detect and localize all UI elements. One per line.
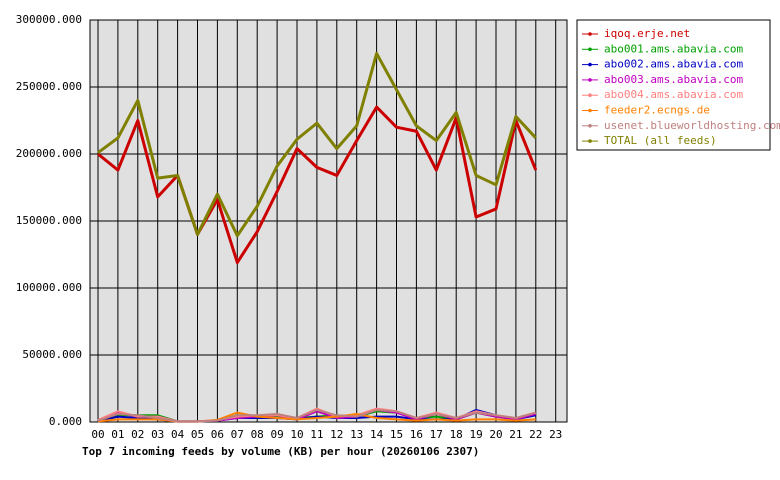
x-tick-label: 19 bbox=[469, 428, 482, 441]
x-tick-label: 11 bbox=[310, 428, 323, 441]
legend-marker bbox=[588, 93, 592, 97]
series-line bbox=[97, 52, 537, 238]
x-tick-label: 05 bbox=[191, 428, 204, 441]
x-tick-label: 21 bbox=[509, 428, 522, 441]
legend-label: usenet.blueworldhosting.com bbox=[604, 119, 780, 132]
x-tick-label: 16 bbox=[410, 428, 423, 441]
legend-marker bbox=[588, 108, 592, 113]
x-tick-label: 14 bbox=[370, 428, 384, 441]
x-tick-label: 03 bbox=[151, 428, 164, 441]
legend-label: TOTAL (all feeds) bbox=[604, 134, 717, 147]
x-tick-label: 15 bbox=[390, 428, 403, 441]
legend-marker bbox=[588, 47, 592, 52]
legend-label: abo003.ams.abavia.com bbox=[604, 73, 743, 86]
x-tick-label: 00 bbox=[91, 428, 104, 441]
x-tick-label: 01 bbox=[111, 428, 124, 441]
legend-label: abo004.ams.abavia.com bbox=[604, 88, 743, 101]
chart-title: Top 7 incoming feeds by volume (KB) per … bbox=[82, 445, 479, 458]
plot-frame bbox=[89, 19, 568, 423]
x-tick-label: 23 bbox=[549, 428, 562, 441]
legend-marker bbox=[588, 124, 592, 128]
x-tick-label: 18 bbox=[450, 428, 463, 441]
x-tick-label: 02 bbox=[131, 428, 144, 441]
x-tick-label: 17 bbox=[430, 428, 443, 441]
legend-label: feeder2.ecngs.de bbox=[604, 104, 710, 117]
legend-box bbox=[576, 19, 771, 151]
x-tick-label: 10 bbox=[290, 428, 303, 441]
x-tick-label: 22 bbox=[529, 428, 542, 441]
x-tick-label: 13 bbox=[350, 428, 363, 441]
legend-marker bbox=[588, 78, 592, 82]
y-tick-label: 300000.000 bbox=[16, 13, 82, 26]
x-tick-label: 04 bbox=[171, 428, 185, 441]
y-tick-label: 100000.000 bbox=[16, 281, 82, 294]
legend-marker bbox=[588, 62, 592, 67]
x-tick-label: 08 bbox=[251, 428, 264, 441]
legend-marker bbox=[588, 32, 592, 36]
y-tick-label: 150000.000 bbox=[16, 214, 82, 227]
legend-marker bbox=[588, 139, 592, 143]
series-line bbox=[97, 105, 538, 265]
x-tick-label: 09 bbox=[270, 428, 283, 441]
x-tick-label: 07 bbox=[231, 428, 244, 441]
y-tick-label: 200000.000 bbox=[16, 147, 82, 160]
x-tick-label: 20 bbox=[489, 428, 502, 441]
y-tick-label: 0.000 bbox=[49, 415, 82, 428]
x-tick-label: 06 bbox=[211, 428, 224, 441]
legend-label: abo001.ams.abavia.com bbox=[604, 42, 743, 55]
x-tick-label: 12 bbox=[330, 428, 343, 441]
y-tick-label: 250000.000 bbox=[16, 80, 82, 93]
y-tick-label: 50000.000 bbox=[22, 348, 82, 361]
legend-label: iqoq.erje.net bbox=[604, 27, 690, 40]
legend-label: abo002.ams.abavia.com bbox=[604, 58, 743, 71]
series-line bbox=[97, 408, 537, 423]
